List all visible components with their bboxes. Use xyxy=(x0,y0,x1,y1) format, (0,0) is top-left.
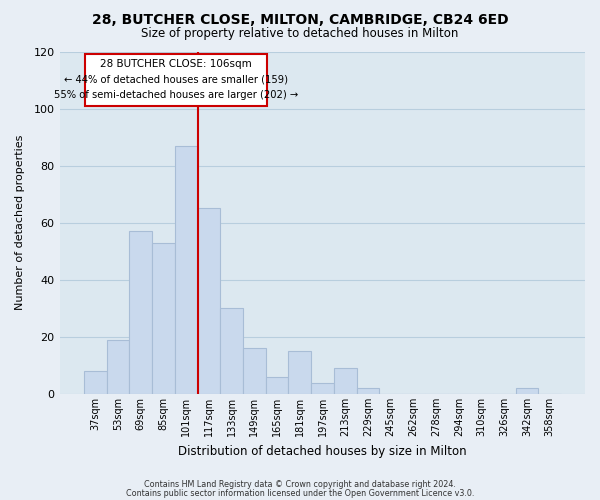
Text: 28 BUTCHER CLOSE: 106sqm: 28 BUTCHER CLOSE: 106sqm xyxy=(100,58,252,68)
Text: 28, BUTCHER CLOSE, MILTON, CAMBRIDGE, CB24 6ED: 28, BUTCHER CLOSE, MILTON, CAMBRIDGE, CB… xyxy=(92,12,508,26)
Y-axis label: Number of detached properties: Number of detached properties xyxy=(15,135,25,310)
Text: ← 44% of detached houses are smaller (159): ← 44% of detached houses are smaller (15… xyxy=(64,74,288,85)
Text: 55% of semi-detached houses are larger (202) →: 55% of semi-detached houses are larger (… xyxy=(54,90,298,100)
Bar xyxy=(266,377,289,394)
Bar xyxy=(152,242,175,394)
Bar xyxy=(243,348,266,394)
Bar xyxy=(289,351,311,394)
Bar xyxy=(356,388,379,394)
Bar xyxy=(130,232,152,394)
X-axis label: Distribution of detached houses by size in Milton: Distribution of detached houses by size … xyxy=(178,444,467,458)
Bar xyxy=(107,340,130,394)
Bar xyxy=(515,388,538,394)
Text: Size of property relative to detached houses in Milton: Size of property relative to detached ho… xyxy=(142,28,458,40)
Text: Contains HM Land Registry data © Crown copyright and database right 2024.: Contains HM Land Registry data © Crown c… xyxy=(144,480,456,489)
Bar xyxy=(175,146,197,394)
Bar xyxy=(197,208,220,394)
Bar xyxy=(334,368,356,394)
Bar xyxy=(84,371,107,394)
Bar xyxy=(220,308,243,394)
Bar xyxy=(311,382,334,394)
Text: Contains public sector information licensed under the Open Government Licence v3: Contains public sector information licen… xyxy=(126,488,474,498)
FancyBboxPatch shape xyxy=(85,54,267,106)
